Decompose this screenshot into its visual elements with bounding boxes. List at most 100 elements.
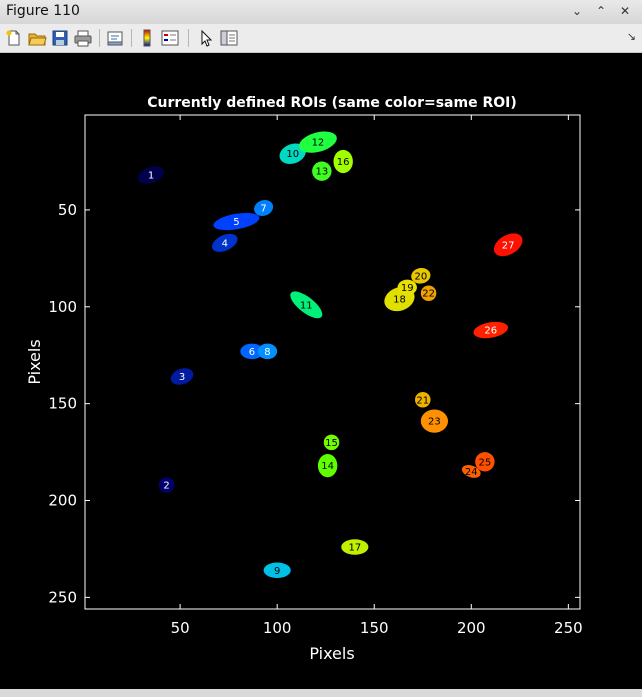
roi-15: 15 [323, 434, 340, 451]
roi-23: 23 [420, 409, 449, 433]
roi-9: 9 [263, 562, 291, 579]
dock-arrow-icon[interactable]: ↘ [626, 30, 636, 43]
roi-label-17: 17 [348, 543, 361, 554]
roi-shape-25 [475, 452, 495, 472]
roi-25: 25 [475, 452, 495, 472]
figure-canvas: Currently defined ROIs (same color=same … [0, 53, 642, 689]
roi-16: 16 [333, 149, 353, 174]
x-axis-label: Pixels [309, 644, 354, 663]
print-preview-icon[interactable] [105, 28, 125, 48]
roi-19: 19 [397, 279, 417, 296]
roi-label-22: 22 [422, 289, 435, 300]
save-icon[interactable] [50, 28, 70, 48]
roi-shape-12 [299, 131, 337, 153]
roi-label-7: 7 [260, 203, 266, 214]
x-tick-label: 200 [457, 619, 486, 637]
roi-label-11: 11 [300, 300, 313, 311]
roi-24: 24 [461, 465, 481, 478]
roi-5: 5 [213, 212, 260, 231]
roi-shape-21 [415, 392, 431, 408]
roi-13: 13 [312, 161, 332, 181]
roi-17: 17 [341, 539, 369, 555]
roi-label-25: 25 [479, 457, 492, 468]
x-tick-label: 50 [171, 619, 190, 637]
print-icon[interactable] [73, 28, 93, 48]
roi-shape-14 [317, 454, 338, 478]
y-tick-label: 250 [48, 588, 77, 606]
roi-shape-24 [461, 465, 481, 478]
roi-20: 20 [411, 267, 431, 284]
y-tick-label: 150 [48, 395, 77, 413]
roi-11: 11 [290, 291, 323, 319]
roi-21: 21 [415, 392, 431, 408]
roi-label-14: 14 [321, 461, 334, 472]
roi-label-8: 8 [264, 347, 270, 358]
new-figure-icon[interactable] [4, 28, 24, 48]
roi-label-2: 2 [163, 481, 169, 492]
select-arrow-icon[interactable] [196, 28, 216, 48]
roi-label-20: 20 [414, 271, 427, 282]
roi-4: 4 [212, 233, 238, 252]
roi-shape-4 [212, 233, 238, 252]
roi-shape-5 [213, 212, 260, 231]
roi-label-27: 27 [502, 240, 515, 251]
roi-label-6: 6 [249, 347, 255, 358]
roi-1: 1 [137, 166, 165, 184]
open-file-icon[interactable] [27, 28, 47, 48]
roi-shape-13 [312, 161, 332, 181]
roi-label-26: 26 [484, 326, 497, 337]
roi-shape-15 [323, 434, 340, 451]
chevron-down-icon[interactable]: ⌄ [571, 4, 583, 18]
y-tick-label: 50 [58, 201, 77, 219]
insert-legend-icon[interactable] [160, 28, 180, 48]
roi-8: 8 [257, 343, 278, 360]
roi-shape-22 [420, 285, 437, 301]
roi-label-16: 16 [337, 157, 350, 168]
roi-2: 2 [158, 477, 175, 493]
roi-label-10: 10 [286, 149, 299, 160]
tick-layer: 50 100 150 200 250 50 100 150 200 250 [48, 115, 583, 637]
roi-shape-6 [240, 343, 264, 360]
restore-icon[interactable]: ⌃ [595, 4, 607, 18]
roi-shape-7 [254, 199, 274, 216]
roi-22: 22 [420, 285, 437, 301]
roi-label-23: 23 [428, 417, 441, 428]
roi-shape-3 [170, 368, 194, 385]
window-title: Figure 110 [6, 3, 80, 19]
roi-26: 26 [473, 321, 508, 339]
roi-shape-2 [158, 477, 175, 493]
chart-title: Currently defined ROIs (same color=same … [147, 95, 516, 111]
y-tick-label: 200 [48, 492, 77, 510]
title-bar: Figure 110 ⌄ ⌃ ✕ [0, 0, 642, 25]
close-icon[interactable]: ✕ [619, 4, 631, 18]
roi-shape-1 [137, 166, 165, 184]
roi-shape-26 [473, 321, 508, 339]
roi-27: 27 [493, 233, 523, 257]
roi-label-4: 4 [222, 238, 228, 249]
roi-shape-20 [411, 267, 431, 284]
roi-label-13: 13 [315, 167, 328, 178]
roi-3: 3 [170, 368, 194, 385]
insert-colorbar-icon[interactable] [137, 28, 157, 48]
roi-6: 6 [240, 343, 264, 360]
roi-label-12: 12 [312, 138, 325, 149]
roi-label-9: 9 [274, 566, 280, 577]
roi-label-21: 21 [416, 395, 429, 406]
property-editor-icon[interactable] [219, 28, 239, 48]
roi-label-15: 15 [325, 438, 338, 449]
roi-shape-17 [341, 539, 369, 555]
roi-shape-16 [333, 149, 353, 174]
roi-10: 10 [279, 143, 306, 164]
roi-shape-10 [279, 143, 306, 164]
roi-shape-8 [257, 343, 278, 360]
roi-layer: 1234567891011121314151617181920212223242… [137, 131, 523, 579]
roi-plot: Currently defined ROIs (same color=same … [25, 95, 583, 663]
y-axis-label: Pixels [25, 339, 44, 384]
roi-shape-19 [397, 279, 417, 296]
x-tick-label: 150 [360, 619, 389, 637]
roi-12: 12 [299, 131, 337, 153]
y-tick-label: 100 [48, 298, 77, 316]
roi-shape-11 [290, 291, 323, 319]
roi-label-19: 19 [401, 283, 414, 294]
x-tick-label: 250 [554, 619, 583, 637]
